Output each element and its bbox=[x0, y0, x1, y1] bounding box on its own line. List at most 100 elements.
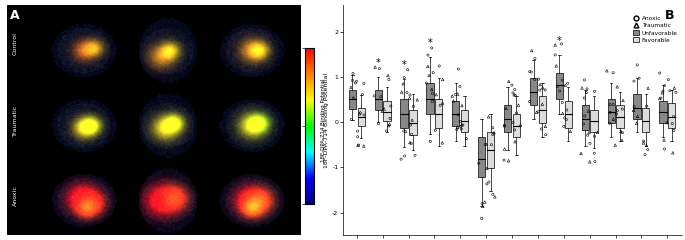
Point bbox=[549, 43, 560, 47]
Point bbox=[426, 46, 437, 50]
Point bbox=[486, 143, 497, 147]
Point bbox=[399, 76, 410, 80]
Point bbox=[458, 123, 469, 127]
Point bbox=[386, 104, 397, 108]
Point bbox=[410, 153, 421, 157]
Point bbox=[663, 78, 674, 82]
Point bbox=[358, 113, 369, 117]
Point bbox=[560, 83, 571, 87]
Point bbox=[450, 93, 461, 96]
Point bbox=[427, 100, 438, 103]
Point bbox=[404, 141, 415, 144]
Point bbox=[515, 124, 526, 128]
Bar bbox=[478, 137, 486, 177]
Bar bbox=[530, 78, 537, 105]
Point bbox=[358, 144, 369, 148]
Point bbox=[358, 82, 369, 85]
Point bbox=[632, 63, 643, 67]
Point bbox=[558, 125, 569, 128]
Point bbox=[461, 137, 472, 141]
Point bbox=[551, 64, 562, 68]
Point bbox=[482, 182, 493, 186]
Point bbox=[456, 127, 466, 131]
Point bbox=[583, 109, 594, 113]
Point bbox=[427, 71, 438, 75]
Point bbox=[565, 129, 576, 133]
Point bbox=[608, 102, 619, 106]
Point bbox=[477, 202, 488, 206]
Point bbox=[511, 111, 522, 115]
Point bbox=[423, 53, 434, 57]
Text: B: B bbox=[665, 9, 675, 22]
Point bbox=[481, 143, 492, 146]
Point bbox=[477, 204, 488, 208]
Point bbox=[499, 123, 510, 127]
Point bbox=[611, 112, 622, 116]
Point bbox=[601, 69, 612, 73]
Point bbox=[577, 86, 588, 90]
Point bbox=[426, 88, 437, 91]
Bar bbox=[608, 99, 615, 123]
Point bbox=[554, 89, 565, 93]
Point bbox=[370, 65, 381, 69]
Point bbox=[346, 118, 357, 121]
Bar bbox=[616, 105, 623, 128]
Point bbox=[628, 108, 639, 112]
Point bbox=[408, 104, 419, 108]
Point bbox=[640, 153, 651, 157]
Point bbox=[584, 131, 595, 134]
Point bbox=[617, 131, 628, 135]
Point bbox=[379, 107, 390, 111]
Point bbox=[509, 93, 520, 97]
Point bbox=[669, 128, 680, 132]
Point bbox=[561, 108, 572, 112]
Point bbox=[508, 121, 519, 125]
Text: *: * bbox=[401, 60, 406, 70]
Point bbox=[612, 109, 623, 113]
Point bbox=[632, 114, 643, 118]
Point bbox=[579, 114, 590, 118]
Point bbox=[350, 81, 361, 85]
Point bbox=[404, 96, 415, 100]
Point bbox=[406, 142, 416, 145]
Point bbox=[455, 124, 466, 128]
Point bbox=[430, 128, 441, 132]
Bar bbox=[349, 90, 356, 109]
Point bbox=[654, 71, 665, 75]
Point bbox=[671, 90, 682, 94]
Point bbox=[354, 112, 365, 116]
Point bbox=[615, 130, 626, 133]
Point bbox=[382, 74, 393, 78]
Bar bbox=[358, 108, 364, 126]
Point bbox=[453, 67, 464, 71]
Point bbox=[451, 128, 462, 132]
Bar bbox=[660, 101, 667, 123]
Text: 18F-DPA-714 Binding Potential: 18F-DPA-714 Binding Potential bbox=[321, 78, 325, 162]
Point bbox=[374, 67, 385, 71]
Text: *: * bbox=[376, 58, 381, 68]
Point bbox=[659, 147, 670, 151]
Point bbox=[347, 78, 358, 82]
Point bbox=[604, 121, 615, 125]
Point bbox=[631, 121, 642, 125]
Point bbox=[534, 88, 545, 92]
Point bbox=[503, 159, 514, 163]
Point bbox=[487, 192, 498, 196]
Point bbox=[638, 141, 649, 145]
Point bbox=[355, 111, 366, 115]
Point bbox=[530, 78, 540, 81]
Point bbox=[353, 143, 364, 147]
Point bbox=[369, 94, 379, 98]
Point bbox=[589, 151, 600, 155]
Point bbox=[427, 92, 438, 96]
Text: A: A bbox=[10, 9, 19, 22]
Point bbox=[412, 98, 423, 102]
Point bbox=[540, 88, 551, 92]
Point bbox=[540, 125, 551, 128]
Point bbox=[405, 93, 416, 97]
Point bbox=[537, 86, 548, 90]
Point bbox=[530, 57, 540, 60]
Point bbox=[575, 151, 586, 155]
Point bbox=[525, 70, 536, 74]
Text: Traumatic: Traumatic bbox=[13, 104, 18, 136]
